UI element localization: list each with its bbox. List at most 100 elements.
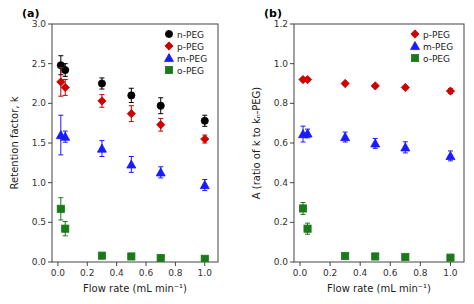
point — [62, 225, 69, 232]
y-tick — [48, 63, 52, 64]
y-tick-label: 2.0 — [32, 98, 47, 108]
error-cap — [99, 89, 104, 90]
error-cap — [99, 140, 104, 141]
error-cap — [58, 67, 63, 68]
y-tick — [48, 222, 52, 223]
error-cap — [129, 102, 134, 103]
y-tick-label: 0.8 — [274, 98, 289, 108]
error-cap — [129, 88, 134, 89]
x-tick — [420, 262, 421, 266]
y-tick — [290, 103, 294, 104]
error-cap — [99, 156, 104, 157]
error-cap — [129, 172, 134, 173]
point — [446, 151, 455, 159]
error-cap — [129, 105, 134, 106]
x-tick-label: 1.0 — [198, 268, 213, 278]
error-cap — [158, 118, 163, 119]
legend-label: o-PEG — [423, 54, 450, 64]
x-tick — [300, 262, 301, 266]
error-cap — [202, 115, 207, 116]
error-cap — [301, 202, 306, 203]
point — [342, 252, 349, 259]
series — [57, 68, 209, 144]
legend-entry: o-PEG — [165, 66, 204, 76]
x-axis-label: Flow rate (mL min⁻¹) — [83, 283, 187, 294]
point — [128, 92, 135, 99]
series — [299, 203, 454, 262]
point — [128, 253, 135, 260]
error-cap — [129, 156, 134, 157]
error-cap — [343, 142, 348, 143]
x-tick — [390, 262, 391, 266]
y-tick — [290, 24, 294, 25]
error-cap — [305, 234, 310, 235]
point — [303, 129, 312, 137]
point — [61, 132, 70, 140]
point — [98, 252, 105, 259]
error-cap — [63, 76, 68, 77]
panel-label: (b) — [264, 7, 282, 20]
legend-entry: p-PEG — [165, 42, 204, 52]
error-cap — [202, 126, 207, 127]
legend-entry: m-PEG — [165, 54, 208, 64]
y-tick — [48, 143, 52, 144]
legend-label: m-PEG — [177, 54, 207, 64]
point — [303, 75, 311, 83]
y-tick — [48, 182, 52, 183]
legend-marker — [165, 42, 173, 50]
error-cap — [202, 190, 207, 191]
x-tick-label: 0.4 — [353, 268, 368, 278]
x-tick-label: 0.8 — [413, 268, 428, 278]
point — [304, 225, 311, 232]
legend-entry: o-PEG — [411, 54, 450, 64]
legend-marker — [165, 54, 174, 62]
point — [446, 87, 454, 95]
error-cap — [58, 96, 63, 97]
y-tick-label: 0.0 — [32, 257, 47, 267]
error-cap — [58, 197, 63, 198]
point — [447, 254, 454, 261]
legend-label: p-PEG — [423, 30, 450, 40]
error-cap — [63, 95, 68, 96]
series — [57, 198, 208, 262]
error-cap — [373, 148, 378, 149]
error-cap — [58, 154, 63, 155]
point — [127, 110, 135, 118]
point — [156, 168, 165, 176]
x-tick — [87, 262, 88, 266]
legend-marker — [411, 54, 418, 61]
y-tick — [48, 103, 52, 104]
x-tick — [116, 262, 117, 266]
x-tick-label: 0.0 — [293, 268, 308, 278]
point — [402, 253, 409, 260]
y-tick-label: 1.5 — [32, 138, 46, 148]
plot-frame — [294, 24, 464, 262]
legend-label: n-PEG — [177, 30, 204, 40]
point — [98, 80, 105, 87]
error-cap — [158, 131, 163, 132]
series — [56, 115, 209, 190]
legend-label: p-PEG — [177, 42, 204, 52]
x-tick — [146, 262, 147, 266]
point — [157, 121, 165, 129]
point — [371, 82, 379, 90]
error-cap — [58, 115, 63, 116]
x-tick-label: 0.8 — [168, 268, 183, 278]
legend-marker — [411, 30, 419, 38]
error-cap — [58, 55, 63, 56]
y-tick — [290, 143, 294, 144]
point — [57, 205, 64, 212]
y-tick-label: 1.2 — [274, 19, 288, 29]
y-tick-label: 0.2 — [274, 217, 288, 227]
x-tick-label: 1.0 — [443, 268, 458, 278]
point — [201, 117, 208, 124]
point — [341, 79, 349, 87]
error-cap — [99, 107, 104, 108]
series — [299, 126, 455, 161]
y-axis-label: A (ratio of k to kₙ-PEG) — [251, 87, 262, 200]
error-cap — [158, 177, 163, 178]
legend-marker — [165, 30, 172, 37]
error-cap — [99, 77, 104, 78]
legend: p-PEGm-PEGo-PEG — [411, 30, 454, 64]
y-tick — [290, 222, 294, 223]
